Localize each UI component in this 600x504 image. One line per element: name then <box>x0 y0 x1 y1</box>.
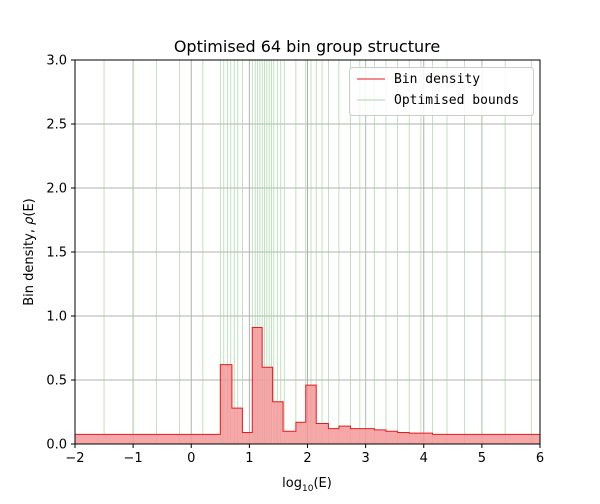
density-bin-11 <box>328 428 339 444</box>
y-tick-label-2: 1.0 <box>46 310 67 325</box>
density-step-line <box>75 327 540 435</box>
density-bin-13 <box>350 428 375 444</box>
density-bin-8 <box>295 422 306 444</box>
y-axis-label-arg: (E) <box>22 198 37 216</box>
x-tick-label-0: −2 <box>65 451 84 466</box>
y-tick-label-4: 2.0 <box>46 182 67 197</box>
x-tick-label-4: 2 <box>303 451 311 466</box>
density-bin-0 <box>75 434 221 444</box>
legend-label-bin-density: Bin density <box>394 72 480 87</box>
density-bin-5 <box>262 367 273 444</box>
density-bin-2 <box>231 408 243 444</box>
density-bin-1 <box>220 364 232 444</box>
y-tick-label-0: 0.0 <box>46 438 67 453</box>
legend: Bin density Optimised bounds <box>349 67 534 116</box>
x-axis-label-tail: (E) <box>313 476 331 491</box>
y-axis-label: Bin density, ρ(E) <box>22 198 37 305</box>
y-tick-label-5: 2.5 <box>46 118 67 133</box>
density-bin-16 <box>397 432 410 444</box>
density-bin-14 <box>374 429 386 444</box>
density-bin-15 <box>385 431 398 444</box>
legend-label-optimised-bounds: Optimised bounds <box>394 93 519 108</box>
x-tick-label-7: 5 <box>478 451 486 466</box>
density-bin-18 <box>432 434 540 444</box>
density-bin-6 <box>272 401 284 444</box>
density-bin-10 <box>316 423 329 444</box>
x-axis-label-subscript: 10 <box>302 484 314 494</box>
density-bin-12 <box>338 426 351 444</box>
y-axis-label-main: Bin density, <box>22 225 37 306</box>
density-bin-9 <box>305 385 317 444</box>
x-axis-label: log10(E) <box>282 476 332 494</box>
x-tick-label-5: 3 <box>361 451 369 466</box>
y-tick-label-1: 0.5 <box>46 374 67 389</box>
chart-title: Optimised 64 bin group structure <box>174 37 440 56</box>
x-tick-label-6: 4 <box>420 451 428 466</box>
x-tick-label-3: 1 <box>245 451 253 466</box>
x-tick-label-2: 0 <box>187 451 195 466</box>
x-tick-label-1: −1 <box>124 451 143 466</box>
legend-box <box>349 67 534 116</box>
y-tick-label-3: 1.5 <box>46 246 67 261</box>
density-bin-4 <box>252 327 263 444</box>
density-bin-17 <box>409 433 433 444</box>
y-axis-ticks: 0.0 0.5 1.0 1.5 2.0 2.5 3.0 <box>46 54 75 453</box>
y-axis-label-symbol: ρ <box>22 216 37 225</box>
density-layer <box>75 327 540 444</box>
density-bin-3 <box>242 432 253 444</box>
x-axis-label-base: log <box>282 476 302 491</box>
x-tick-label-8: 6 <box>536 451 544 466</box>
x-axis-ticks: −2 −1 0 1 2 3 4 5 6 <box>65 444 544 466</box>
density-bin-7 <box>283 431 296 444</box>
y-tick-label-6: 3.0 <box>46 54 67 69</box>
